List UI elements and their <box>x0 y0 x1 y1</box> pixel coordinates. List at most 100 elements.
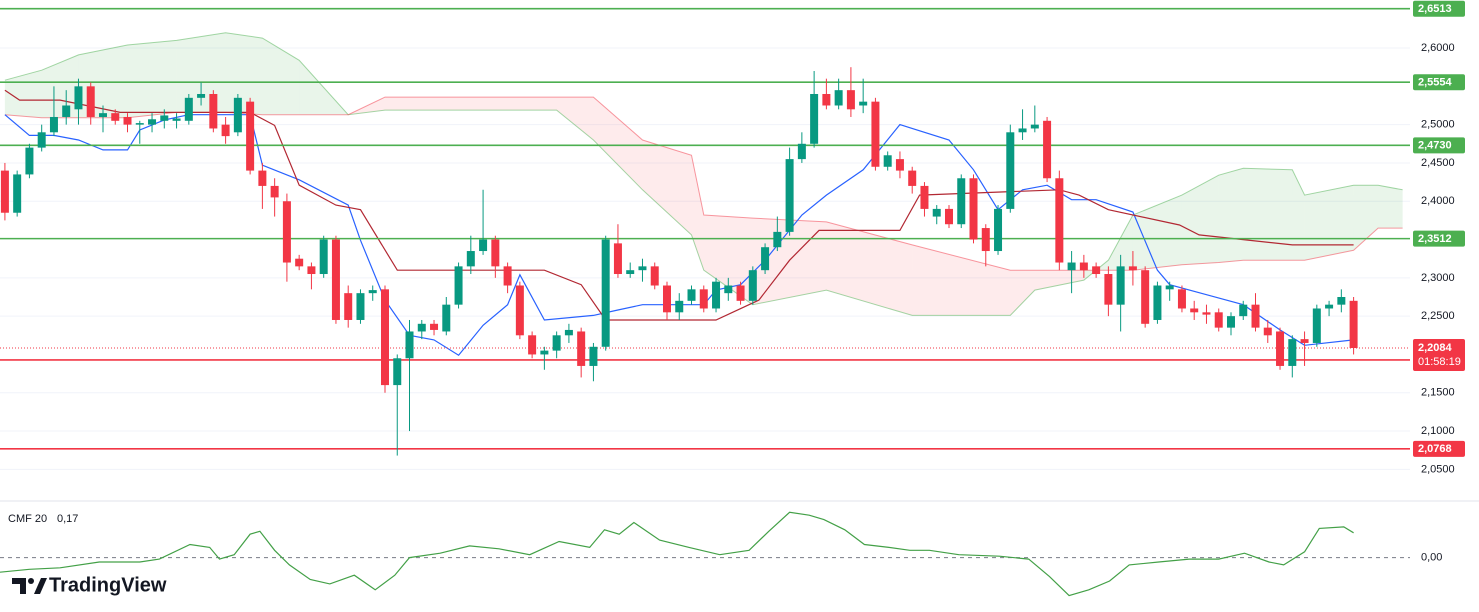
candle-body <box>1153 285 1162 320</box>
y-tick-label: 2,0500 <box>1421 463 1455 475</box>
cloud-fill <box>691 155 704 271</box>
candle-body <box>761 247 770 271</box>
base-line <box>4 89 1354 321</box>
candle-body <box>405 331 414 359</box>
cmf-title: CMF 20 <box>8 513 47 525</box>
level-label-box <box>1413 137 1465 154</box>
cloud-fill <box>1378 185 1403 229</box>
candle-body <box>1104 274 1113 305</box>
candle-body <box>1018 128 1027 133</box>
candle-body <box>773 231 782 248</box>
candle-body <box>1312 308 1321 343</box>
candle-body <box>1141 270 1150 324</box>
candle-body <box>1214 312 1223 328</box>
level-label: 2,4730 <box>1418 140 1452 152</box>
candle-body <box>0 170 9 213</box>
level-label: 2,6513 <box>1418 3 1452 15</box>
brand-name: TradingView <box>49 574 167 596</box>
candle-body <box>957 178 966 225</box>
candle-body <box>503 266 512 286</box>
candle-body <box>160 115 169 121</box>
y-tick-label: 2,1500 <box>1421 387 1455 399</box>
candle-body <box>577 331 586 366</box>
cloud-fill <box>593 97 643 190</box>
brand-logo: TradingView <box>12 574 167 596</box>
candle-body <box>209 93 218 129</box>
candle-body <box>368 290 377 294</box>
candle-body <box>1006 132 1015 209</box>
cloud-fill <box>1304 185 1354 261</box>
candle-body <box>1067 262 1076 271</box>
cmf-value: 0,17 <box>57 513 78 525</box>
candle-body <box>1239 304 1248 317</box>
cloud-fill <box>1243 168 1293 261</box>
candle-body <box>724 285 733 294</box>
candle-body <box>1300 339 1309 343</box>
candle-body <box>1165 285 1174 290</box>
levels <box>0 7 1410 450</box>
candles <box>0 67 1358 456</box>
cmf-line <box>0 511 1354 597</box>
cloud-fill <box>912 244 1011 316</box>
candle-body <box>1251 304 1260 328</box>
candle-body <box>1177 289 1186 309</box>
candle-body <box>1226 316 1235 328</box>
candle-body <box>1128 266 1137 271</box>
candle-body <box>246 101 255 171</box>
candle-body <box>994 208 1003 252</box>
candle-body <box>454 266 463 305</box>
candle-body <box>49 116 58 133</box>
candle-body <box>528 335 537 355</box>
cloud-fill <box>470 97 557 111</box>
candle-body <box>981 228 990 252</box>
candle-body <box>307 266 316 275</box>
candle-body <box>233 97 242 133</box>
candle-body <box>25 147 34 175</box>
cloud-fill <box>556 97 594 140</box>
level-label-box <box>1413 0 1465 17</box>
candle-body <box>13 174 22 213</box>
cmf-pane: CMF 20 0,17 0,00 <box>0 511 1442 597</box>
candle-body <box>1349 300 1358 349</box>
y-tick-label: 2,2500 <box>1421 310 1455 322</box>
last-price-box <box>1413 339 1465 372</box>
candle-body <box>613 243 622 275</box>
candle-body <box>258 170 267 186</box>
y-tick-label: 2,1000 <box>1421 425 1455 437</box>
candle-body <box>295 258 304 267</box>
candle-body <box>393 358 402 386</box>
candle-body <box>785 159 794 232</box>
candle-body <box>270 185 279 198</box>
candle-body <box>1263 327 1272 336</box>
candle-body <box>1079 262 1088 271</box>
cloud-fill <box>1218 168 1244 263</box>
candle-body <box>638 266 647 271</box>
level-label: 2,5554 <box>1418 77 1453 89</box>
candle-body <box>675 300 684 313</box>
candle-body <box>417 323 426 332</box>
candle-body <box>380 289 389 386</box>
candle-body <box>1337 296 1346 305</box>
candle-body <box>908 170 917 186</box>
candle-body <box>86 86 95 117</box>
candle-body <box>1116 266 1125 305</box>
cmf-tick-label: 0,00 <box>1421 552 1442 564</box>
level-label-box <box>1413 440 1465 457</box>
candle-body <box>822 93 831 106</box>
candle-body <box>62 105 71 117</box>
candle-body <box>552 335 561 351</box>
candle-body <box>1325 304 1334 309</box>
y-tick-label: 2,3000 <box>1421 272 1455 284</box>
candle-body <box>846 90 855 110</box>
candle-body <box>650 266 659 286</box>
candle-body <box>1055 178 1064 263</box>
candle-body <box>172 118 181 121</box>
y-tick-label: 2,6000 <box>1421 42 1455 54</box>
cloud-fill <box>642 139 692 235</box>
level-label-box <box>1413 74 1465 91</box>
candle-body <box>540 350 549 355</box>
level-label: 2,0768 <box>1418 443 1452 455</box>
cloud-fill <box>225 32 263 115</box>
candle-body <box>466 251 475 267</box>
candle-body <box>859 101 868 106</box>
